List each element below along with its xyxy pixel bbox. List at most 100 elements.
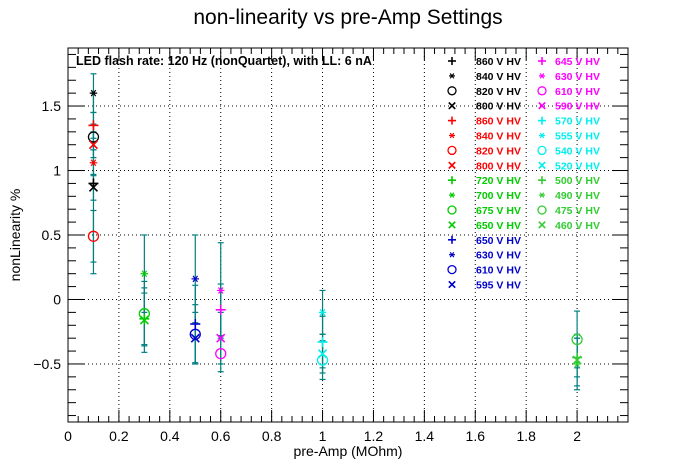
data-point-circle <box>215 347 227 360</box>
legend-entry: 700 V HV <box>449 190 521 202</box>
legend-label: 675 V HV <box>476 205 521 217</box>
legend-entry: 645 V HV <box>538 56 600 68</box>
legend-entry: 460 V HV <box>538 220 600 232</box>
legend-entry: 555 V HV <box>539 131 600 143</box>
legend-entry: 500 V HV <box>538 175 600 187</box>
legend: 860 V HV 840 V HV 820 V HV 800 V HV 860 V HV… <box>447 56 600 292</box>
data-point-plus <box>190 318 201 329</box>
legend-label: 820 V HV <box>476 145 521 157</box>
legend-entry: 490 V HV <box>539 190 600 202</box>
legend-label: 800 V HV <box>476 101 521 113</box>
legend-entry: 720 V HV <box>448 175 521 187</box>
data-point-circle <box>87 230 100 242</box>
x-tick-labels: 0 0.2 0.4 0.6 0.8 1 1.2 1.4 1.6 1.8 2 <box>64 428 581 444</box>
legend-label: 650 V HV <box>476 220 521 232</box>
legend-entry: 650 V HV <box>448 235 521 247</box>
x-tick-label: 1 <box>319 428 327 444</box>
error-bar <box>90 209 97 263</box>
data-point-cross <box>190 333 200 343</box>
grid <box>68 48 628 422</box>
legend-label: 840 V HV <box>476 131 521 143</box>
legend-label: 590 V HV <box>555 101 600 113</box>
legend-label: 595 V HV <box>476 280 521 292</box>
chart-title: non-linearity vs pre-Amp Settings <box>193 6 502 29</box>
legend-label: 610 V HV <box>476 265 521 277</box>
y-tick-label: 1 <box>53 163 61 179</box>
legend-label: 650 V HV <box>476 235 521 247</box>
data-point-plus <box>88 120 99 131</box>
legend-entry: 630 V HV <box>539 71 600 83</box>
data-point-circle <box>138 308 151 320</box>
data-point-circle <box>571 333 583 346</box>
data-point-cross <box>216 333 226 343</box>
data-point-plus <box>317 337 328 348</box>
y-tick-label: 1.5 <box>42 98 62 114</box>
legend-entry: 800 V HV <box>448 160 521 172</box>
data-point-star <box>318 309 327 316</box>
legend-entry: 860 V HV <box>448 56 521 68</box>
y-tick-labels: −0.5 0 0.5 1 1.5 <box>33 98 61 372</box>
legend-label: 490 V HV <box>555 190 600 202</box>
legend-entry: 475 V HV <box>537 205 600 217</box>
axis-ticks <box>67 48 628 422</box>
legend-label: 630 V HV <box>555 71 600 83</box>
legend-label: 570 V HV <box>555 116 600 128</box>
legend-label: 520 V HV <box>555 160 600 172</box>
legend-label: 720 V HV <box>476 175 521 187</box>
data-point-cross <box>572 355 582 365</box>
y-tick-label: 0 <box>53 291 61 307</box>
legend-entry: 540 V HV <box>537 145 600 157</box>
legend-entry: 610 V HV <box>537 86 600 98</box>
legend-entry: 820 V HV <box>447 145 521 157</box>
data-point-circle <box>87 131 100 143</box>
data-point-star <box>89 89 98 97</box>
data-point-plus <box>215 304 226 315</box>
x-tick-label: 1.4 <box>415 428 435 444</box>
x-tick-label: 0.2 <box>109 428 129 444</box>
data-point-star <box>216 287 225 294</box>
y-tick-label: −0.5 <box>33 356 61 372</box>
x-tick-label: 0.8 <box>262 428 282 444</box>
legend-label: 860 V HV <box>476 116 521 128</box>
legend-label: 800 V HV <box>476 160 521 172</box>
y-tick-label: 0.5 <box>42 227 62 243</box>
legend-label: 630 V HV <box>476 250 521 262</box>
legend-entry: 520 V HV <box>538 160 600 172</box>
legend-entry: 595 V HV <box>448 280 521 292</box>
x-tick-label: 0 <box>64 428 72 444</box>
data-point-star <box>89 159 98 167</box>
y-axis-label: nonLinearity % <box>7 189 23 282</box>
x-tick-label: 1.8 <box>516 428 536 444</box>
legend-label: 555 V HV <box>555 131 600 143</box>
legend-label: 460 V HV <box>555 220 600 232</box>
data-point-cross <box>317 349 328 359</box>
x-tick-label: 1.2 <box>364 428 384 444</box>
legend-entry: 630 V HV <box>449 250 521 262</box>
x-tick-label: 0.4 <box>160 428 180 444</box>
x-tick-label: 1.6 <box>466 428 486 444</box>
legend-entry: 800 V HV <box>448 101 521 113</box>
legend-entry: 820 V HV <box>447 86 521 98</box>
legend-label: 500 V HV <box>555 175 600 187</box>
legend-entry: 675 V HV <box>447 205 521 217</box>
legend-label: 860 V HV <box>476 56 521 68</box>
legend-label: 645 V HV <box>555 56 600 68</box>
legend-label: 700 V HV <box>476 190 521 202</box>
legend-entry: 840 V HV <box>449 71 521 83</box>
legend-label: 610 V HV <box>555 86 600 98</box>
legend-entry: 590 V HV <box>538 101 600 113</box>
legend-entry: 610 V HV <box>447 265 521 277</box>
legend-label: 820 V HV <box>476 86 521 98</box>
x-tick-label: 2 <box>573 428 581 444</box>
data-point-cross <box>88 182 99 192</box>
legend-entry: 650 V HV <box>448 220 521 232</box>
legend-entry: 570 V HV <box>538 116 600 128</box>
legend-entry: 860 V HV <box>448 116 521 128</box>
data-point-circle <box>316 354 329 366</box>
x-tick-label: 0.6 <box>211 428 231 444</box>
legend-label: 475 V HV <box>555 205 600 217</box>
data-markers <box>87 89 583 368</box>
legend-label: 840 V HV <box>476 71 521 83</box>
